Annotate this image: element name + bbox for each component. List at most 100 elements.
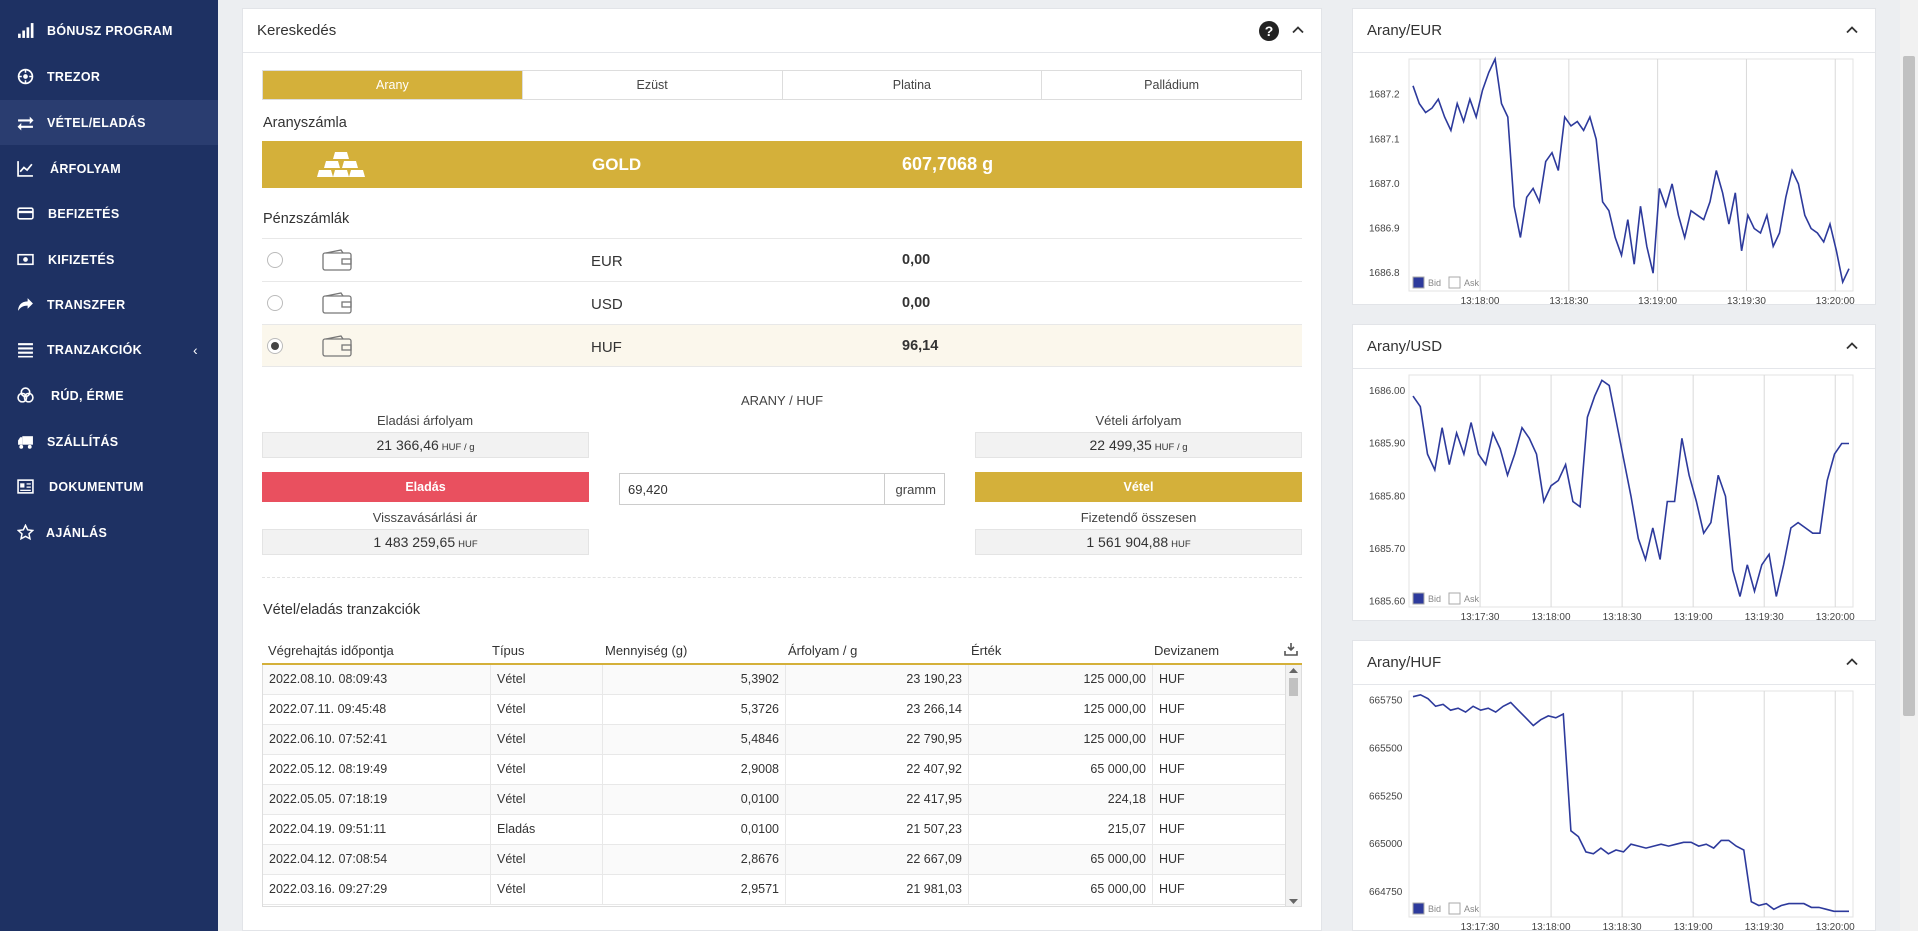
cell-value: 224,18 <box>969 785 1153 815</box>
share-arrow-icon <box>18 298 33 311</box>
legend-swatch-ask <box>1448 276 1461 289</box>
cell-rate: 22 407,92 <box>786 755 969 785</box>
cell-value: 125 000,00 <box>969 665 1153 695</box>
account-radio[interactable] <box>267 338 283 354</box>
sidebar-item-tranzakciok[interactable]: TRANZAKCIÓK ‹ <box>0 327 218 372</box>
account-row-eur[interactable]: EUR 0,00 <box>262 238 1302 281</box>
table-row[interactable]: 2022.03.16. 09:27:29 Vétel 2,9571 21 981… <box>263 875 1285 905</box>
sidebar-item-ajanlas[interactable]: AJÁNLÁS <box>0 510 218 555</box>
cell-date: 2022.04.19. 09:51:11 <box>263 815 491 845</box>
page-scrollbar[interactable] <box>1900 0 1918 931</box>
scroll-thumb[interactable] <box>1289 678 1298 696</box>
table-row[interactable]: 2022.07.11. 09:45:48 Vétel 5,3726 23 266… <box>263 695 1285 725</box>
sidebar-item-label: DOKUMENTUM <box>49 479 144 494</box>
cell-type: Vétel <box>491 755 603 785</box>
cell-quantity: 5,3726 <box>603 695 786 725</box>
scroll-up-icon[interactable] <box>1289 667 1298 673</box>
account-currency: EUR <box>591 253 623 270</box>
tab-platina[interactable]: Platina <box>783 71 1043 99</box>
sidebar-item-befizetes[interactable]: BEFIZETÉS <box>0 191 218 236</box>
scroll-down-icon[interactable] <box>1289 899 1298 905</box>
cell-currency: HUF <box>1159 792 1185 806</box>
x-tick-label: 13:20:00 <box>1816 612 1855 622</box>
cell-type: Eladás <box>491 815 603 845</box>
cell-type: Vétel <box>491 695 603 725</box>
table-row[interactable]: 2022.04.19. 09:51:11 Eladás 0,0100 21 50… <box>263 815 1285 845</box>
y-tick-label: 665500 <box>1369 743 1403 754</box>
cell-value: 65 000,00 <box>969 755 1153 785</box>
table-scrollbar[interactable] <box>1285 665 1301 906</box>
table-row[interactable]: 2022.05.05. 07:18:19 Vétel 0,0100 22 417… <box>263 785 1285 815</box>
column-header[interactable]: Érték <box>971 643 1002 658</box>
y-tick-label: 1686.9 <box>1369 224 1400 235</box>
cell-rate: 21 981,03 <box>786 875 969 905</box>
tab-palladium[interactable]: Palládium <box>1144 78 1200 92</box>
cell-currency: HUF <box>1159 882 1185 896</box>
cell-date: 2022.04.12. 07:08:54 <box>263 845 491 875</box>
account-row-usd[interactable]: USD 0,00 <box>262 281 1302 324</box>
account-currency: USD <box>591 296 623 313</box>
sidebar-item-label: TRANSZFER <box>47 297 126 312</box>
y-tick-label: 665250 <box>1369 791 1403 802</box>
cell-quantity: 0,0100 <box>603 785 786 815</box>
plot-area <box>1408 374 1854 608</box>
cell-currency: HUF <box>1159 672 1185 686</box>
chart-eur: 13:18:00 13:18:30 13:19:00 13:19:30 13:20:00… <box>1369 56 1855 306</box>
sidebar-item-dokumentum[interactable]: DOKUMENTUM <box>0 464 218 509</box>
sidebar-item-vetel-eladas[interactable]: VÉTEL/ELADÁS <box>0 100 218 145</box>
legend-swatch-bid <box>1412 592 1425 605</box>
tab-arany[interactable]: Arany <box>263 71 523 99</box>
sidebar-item-bonus-program[interactable]: BÓNUSZ PROGRAM <box>0 8 218 53</box>
sidebar: BÓNUSZ PROGRAM TREZOR VÉTEL/ELADÁS ÁRFOL… <box>0 0 218 931</box>
account-radio[interactable] <box>267 252 283 268</box>
download-icon[interactable] <box>1284 642 1298 656</box>
sidebar-item-arfolyam[interactable]: ÁRFOLYAM <box>0 146 218 191</box>
table-row[interactable]: 2022.06.10. 07:52:41 Vétel 5,4846 22 790… <box>263 725 1285 755</box>
metal-tabs: Arany Ezüst Platina Palládium <box>262 70 1302 100</box>
series-line-bid <box>1412 56 1850 285</box>
buy-rate-unit: HUF / g <box>1154 442 1188 453</box>
account-radio[interactable] <box>267 295 283 311</box>
x-tick-label: 13:18:30 <box>1549 296 1588 306</box>
sidebar-item-transzfer[interactable]: TRANSZFER <box>0 282 218 327</box>
buy-button[interactable]: Vétel <box>975 472 1302 502</box>
table-row[interactable]: 2022.08.10. 08:09:43 Vétel 5,3902 23 190… <box>263 665 1285 695</box>
sidebar-item-szallitas[interactable]: SZÁLLÍTÁS <box>0 419 218 464</box>
quantity-input[interactable] <box>620 474 885 504</box>
page-scroll-thumb[interactable] <box>1903 56 1915 716</box>
table-row[interactable]: 2022.05.12. 08:19:49 Vétel 2,9008 22 407… <box>263 755 1285 785</box>
chart-panel-huf: Arany/HUF 13:17:30 13:18:00 13:18:30 13:19:… <box>1352 640 1876 931</box>
legend-label-ask: Ask <box>1464 594 1480 604</box>
sidebar-item-label: SZÁLLÍTÁS <box>47 434 119 449</box>
column-header[interactable]: Devizanem <box>1154 643 1220 658</box>
tab-ezust[interactable]: Ezüst <box>523 71 783 99</box>
cell-rate: 21 507,23 <box>786 815 969 845</box>
cell-quantity: 5,4846 <box>603 725 786 755</box>
buy-rate-display: 22 499,35 HUF / g <box>975 432 1302 458</box>
account-row-huf[interactable]: HUF 96,14 <box>262 324 1302 367</box>
sidebar-item-kifizetes[interactable]: KIFIZETÉS <box>0 237 218 282</box>
chevron-up-icon[interactable] <box>1843 21 1861 39</box>
sidebar-item-label: TREZOR <box>47 69 101 84</box>
sidebar-item-trezor[interactable]: TREZOR <box>0 54 218 99</box>
sidebar-item-rud-erme[interactable]: RÚD, ÉRME <box>0 373 218 418</box>
table-row[interactable]: 2022.04.12. 07:08:54 Vétel 2,8676 22 667… <box>263 845 1285 875</box>
chevron-up-icon[interactable] <box>1843 653 1861 671</box>
column-header[interactable]: Típus <box>492 643 525 658</box>
sell-button[interactable]: Eladás <box>262 472 589 502</box>
x-tick-label: 13:19:00 <box>1674 612 1713 622</box>
chart-title: Arany/EUR <box>1367 22 1443 39</box>
help-icon[interactable]: ? <box>1259 21 1279 41</box>
cell-rate: 23 190,23 <box>786 665 969 695</box>
chevron-up-icon[interactable] <box>1289 21 1307 39</box>
chevron-up-icon[interactable] <box>1843 337 1861 355</box>
x-tick-label: 13:18:00 <box>1461 296 1500 306</box>
column-header[interactable]: Mennyiség (g) <box>605 643 688 658</box>
cell-date: 2022.07.11. 09:45:48 <box>263 695 491 725</box>
wallet-icon <box>322 249 352 271</box>
cell-date: 2022.08.10. 08:09:43 <box>263 665 491 695</box>
column-header[interactable]: Árfolyam / g <box>788 643 858 658</box>
column-header[interactable]: Végrehajtás időpontja <box>268 643 394 658</box>
payable-display: 1 561 904,88 HUF <box>975 529 1302 555</box>
chevron-left-icon: ‹ <box>193 341 198 358</box>
